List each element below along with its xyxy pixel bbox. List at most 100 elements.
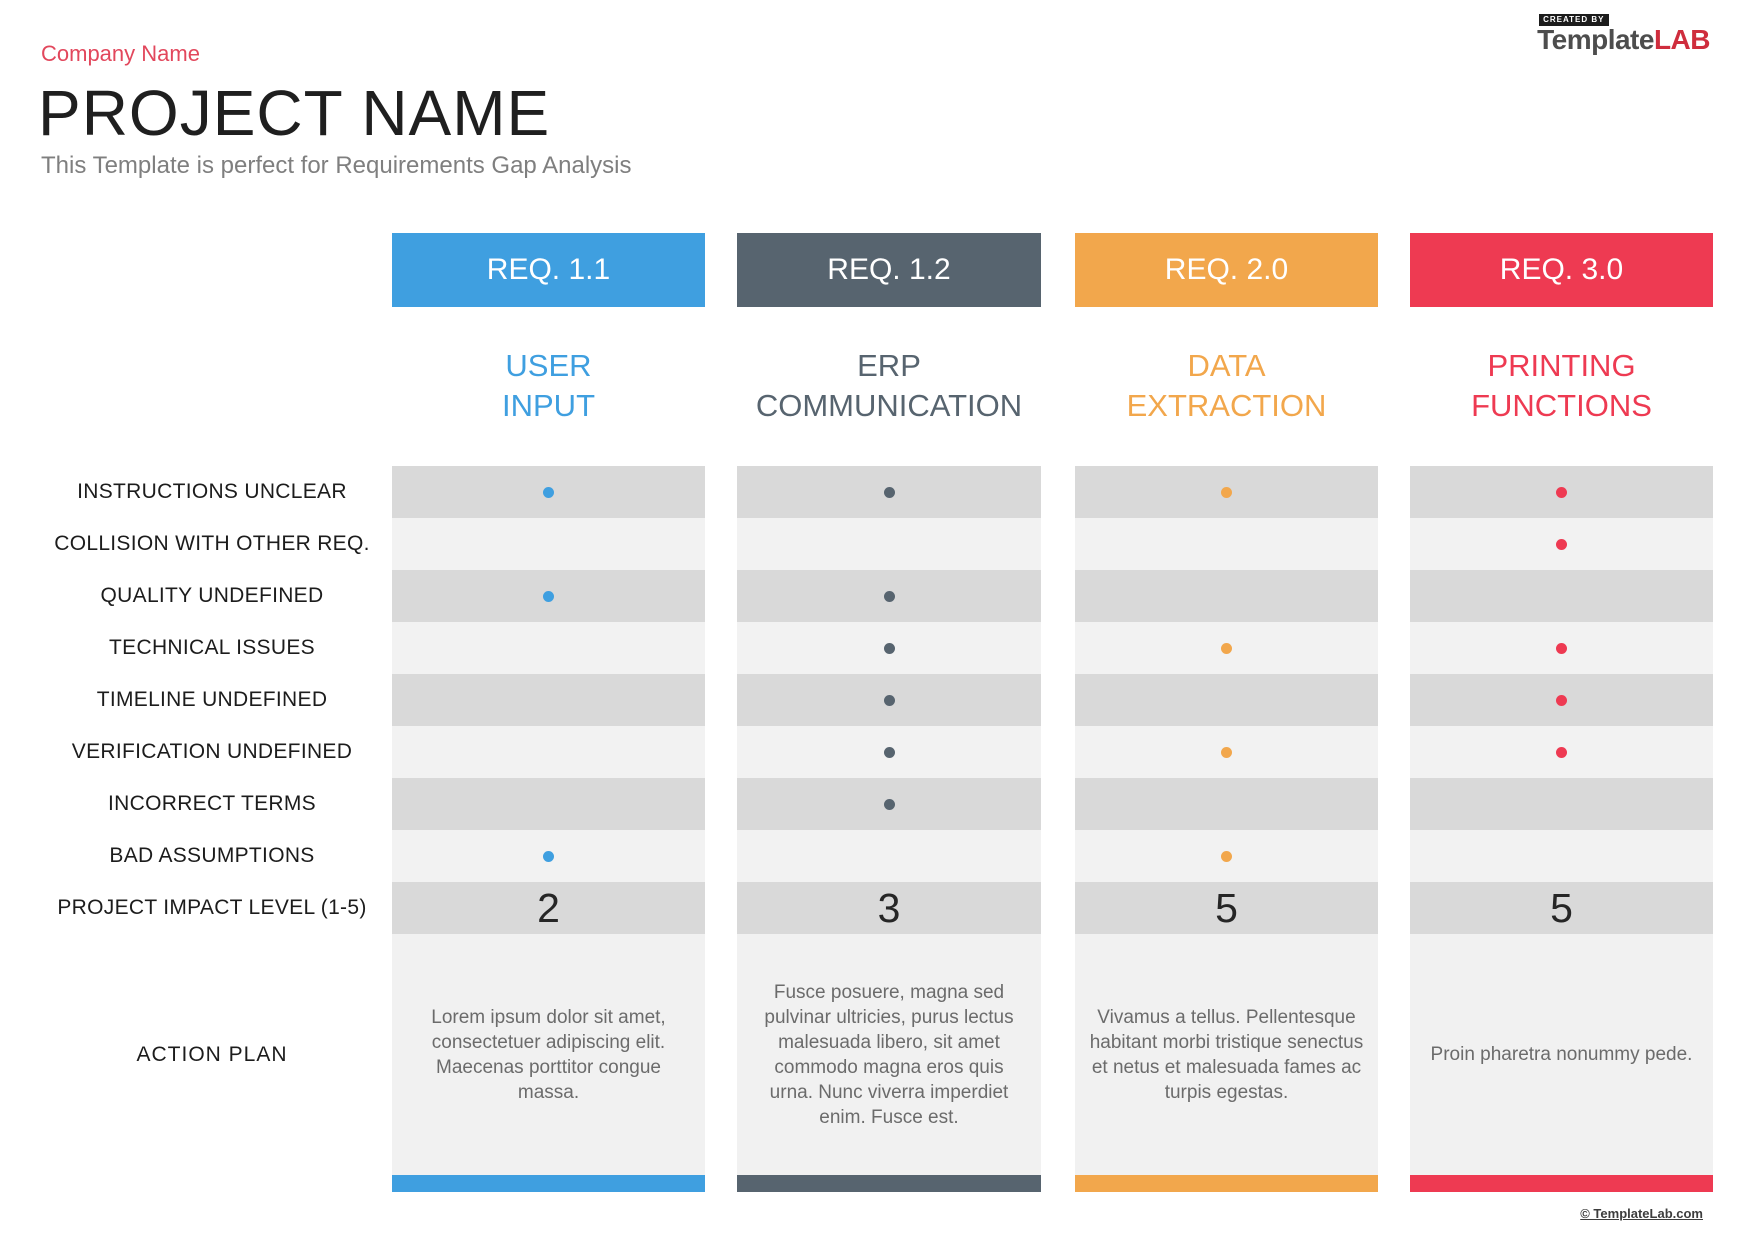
matrix-cell	[1075, 622, 1378, 674]
action-plan-cell: Fusce posuere, magna sed pulvinar ultric…	[737, 934, 1041, 1175]
matrix-cell	[1410, 778, 1713, 830]
issue-dot	[1556, 746, 1567, 758]
impact-cell: 3	[737, 882, 1041, 934]
matrix-cell	[1410, 674, 1713, 726]
action-plan-text: Proin pharetra nonummy pede.	[1430, 1044, 1693, 1065]
action-row-label: ACTION PLAN	[136, 1042, 288, 1066]
company-name: Company Name	[41, 41, 200, 66]
action-plan-text: Vivamus a tellus. Pellentesque habitant …	[1089, 1006, 1364, 1103]
matrix-cell	[737, 726, 1041, 778]
row-label: COLLISION WITH OTHER REQ.	[54, 532, 370, 555]
impact-cell: 5	[1410, 882, 1713, 934]
impact-row-label: PROJECT IMPACT LEVEL (1-5)	[57, 896, 367, 919]
matrix-cell	[1075, 466, 1378, 518]
issue-dot	[883, 694, 895, 706]
issue-dot	[543, 486, 554, 498]
matrix-cell	[392, 674, 705, 726]
issue-dot	[1221, 642, 1232, 654]
column-bottom-bar	[737, 1175, 1041, 1192]
matrix-cell	[737, 518, 1041, 570]
matrix-cell	[737, 674, 1041, 726]
logo-text: TemplateLAB	[1537, 24, 1710, 55]
matrix-cell	[392, 466, 705, 518]
row-label: TECHNICAL ISSUES	[109, 636, 315, 659]
column-name-line2: FUNCTIONS	[1471, 388, 1652, 423]
page-title: PROJECT NAME	[38, 77, 551, 149]
column-name-line2: EXTRACTION	[1126, 388, 1327, 423]
matrix-cell	[392, 570, 705, 622]
matrix-cell	[737, 778, 1041, 830]
matrix-cell	[1410, 518, 1713, 570]
matrix-cell	[1410, 466, 1713, 518]
issue-dot	[1556, 538, 1567, 550]
matrix-cell	[737, 570, 1041, 622]
issue-dot	[883, 746, 895, 758]
matrix-cell	[1075, 570, 1378, 622]
column-name-line1: USER	[505, 348, 592, 383]
row-label: VERIFICATION UNDEFINED	[71, 740, 353, 763]
column-name-line2: INPUT	[502, 388, 595, 423]
action-plan-text: Fusce posuere, magna sed pulvinar ultric…	[764, 981, 1014, 1128]
row-label: QUALITY UNDEFINED	[100, 584, 324, 607]
issue-dot	[1556, 694, 1567, 706]
impact-value: 5	[1215, 884, 1238, 931]
matrix-cell	[1075, 674, 1378, 726]
column-name: PRINTING FUNCTIONS	[1410, 346, 1713, 426]
issue-dot	[543, 850, 554, 862]
matrix-cell	[1075, 726, 1378, 778]
action-plan-cell: Lorem ipsum dolor sit amet, consectetuer…	[392, 934, 705, 1175]
matrix-cell	[1075, 778, 1378, 830]
row-label: TIMELINE UNDEFINED	[96, 688, 328, 711]
matrix-cell	[392, 726, 705, 778]
action-plan-text: Lorem ipsum dolor sit amet, consectetuer…	[431, 1006, 666, 1103]
action-plan-cell: Vivamus a tellus. Pellentesque habitant …	[1075, 934, 1378, 1175]
copyright-link[interactable]: © TemplateLab.com	[1580, 1206, 1703, 1221]
req-header: REQ. 3.0	[1410, 233, 1713, 307]
issue-dot	[883, 798, 895, 810]
req-header: REQ. 1.1	[392, 233, 705, 307]
matrix-cell	[392, 830, 705, 882]
matrix-cell	[392, 622, 705, 674]
column-name-line1: ERP	[857, 348, 921, 383]
column-name-line1: PRINTING	[1487, 348, 1636, 383]
created-by-badge: CREATED BY	[1539, 14, 1609, 26]
matrix-cell	[1410, 622, 1713, 674]
matrix-cell	[1410, 830, 1713, 882]
column-name: DATA EXTRACTION	[1075, 346, 1378, 426]
issue-dot	[1556, 642, 1567, 654]
templatelab-logo: CREATED BY TemplateLAB	[1537, 10, 1711, 55]
row-label: BAD ASSUMPTIONS	[109, 844, 315, 867]
issue-dot	[543, 590, 554, 602]
req-header: REQ. 1.2	[737, 233, 1041, 307]
column-bottom-bar	[392, 1175, 705, 1192]
issue-dot	[883, 590, 895, 602]
matrix-cell	[392, 778, 705, 830]
column-name: ERP COMMUNICATION	[737, 346, 1041, 426]
matrix-cell	[1410, 726, 1713, 778]
impact-value: 3	[877, 884, 901, 931]
req-header: REQ. 2.0	[1075, 233, 1378, 307]
matrix-cell	[1075, 518, 1378, 570]
column-name-line1: DATA	[1187, 348, 1266, 383]
page-subtitle: This Template is perfect for Requirement…	[41, 152, 632, 179]
column-bottom-bar	[1075, 1175, 1378, 1192]
action-plan-cell: Proin pharetra nonummy pede.	[1410, 934, 1713, 1175]
issue-dot	[1556, 486, 1567, 498]
column-name: USER INPUT	[392, 346, 705, 426]
row-label: INCORRECT TERMS	[108, 792, 316, 815]
logo-lab-part: LAB	[1653, 24, 1711, 55]
matrix-cell	[737, 830, 1041, 882]
impact-cell: 2	[392, 882, 705, 934]
issue-dot	[883, 642, 895, 654]
matrix-cell	[737, 622, 1041, 674]
matrix-cell	[737, 466, 1041, 518]
matrix-cell	[1075, 830, 1378, 882]
issue-dot	[883, 486, 895, 498]
column-bottom-bar	[1410, 1175, 1713, 1192]
issue-dot	[1221, 746, 1232, 758]
logo-template-part: Template	[1537, 24, 1654, 55]
row-label: INSTRUCTIONS UNCLEAR	[77, 480, 347, 503]
impact-cell: 5	[1075, 882, 1378, 934]
column-name-line2: COMMUNICATION	[755, 388, 1023, 423]
